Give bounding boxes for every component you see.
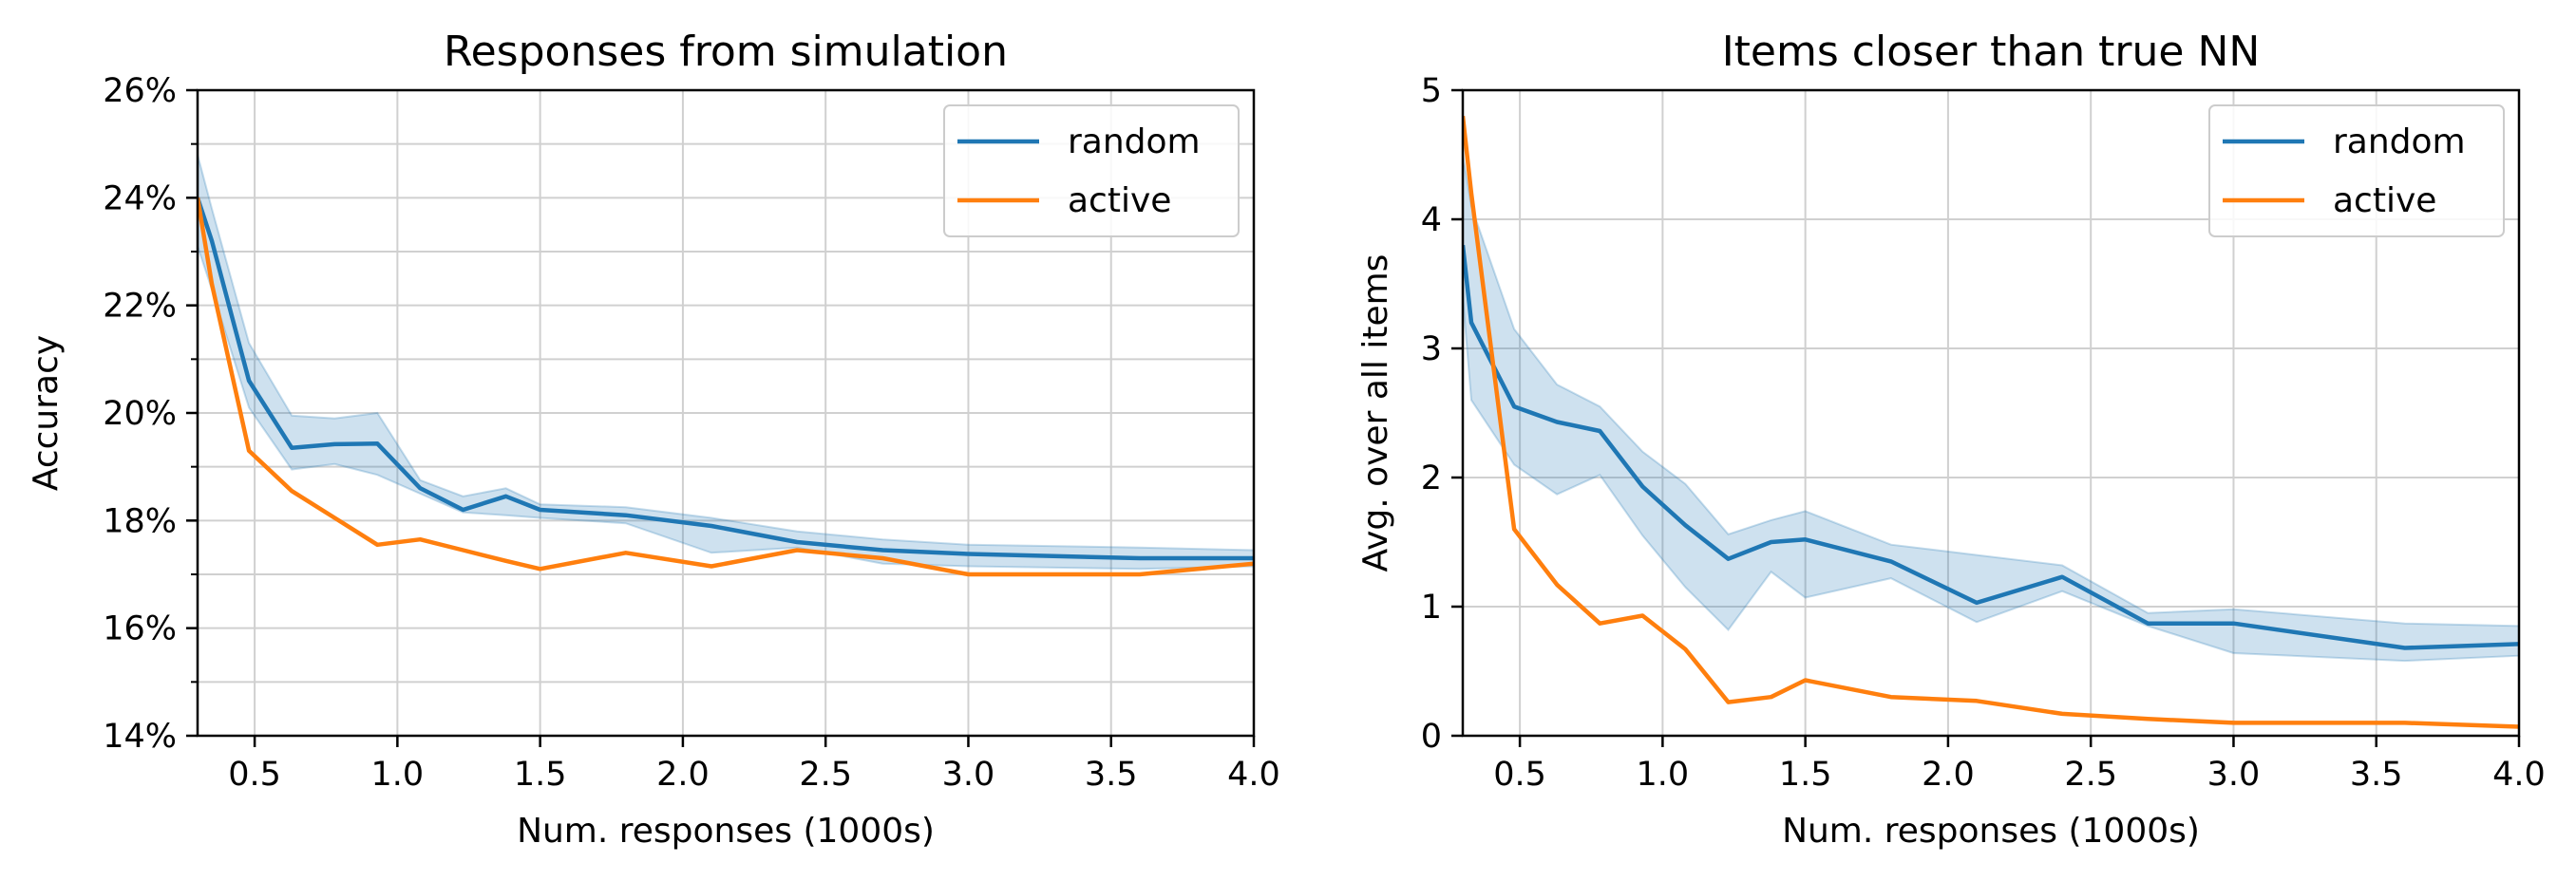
x-tick-label: 0.5 <box>1493 756 1546 794</box>
legend-label-active: active <box>2333 181 2436 220</box>
legend: random active <box>2208 104 2505 237</box>
y-tick-label: 24% <box>103 179 177 217</box>
x-tick-label: 2.5 <box>799 756 852 794</box>
x-tick-label: 4.0 <box>1227 756 1280 794</box>
x-tick-label: 3.0 <box>2207 756 2261 794</box>
x-tick-label: 2.0 <box>1922 756 1975 794</box>
x-tick-label: 3.5 <box>2350 756 2403 794</box>
x-tick-label: 0.5 <box>228 756 281 794</box>
y-axis-label: Avg. over all items <box>1356 254 1395 572</box>
y-tick-label: 26% <box>103 72 177 110</box>
y-tick-label: 20% <box>103 395 177 433</box>
x-tick-label: 1.0 <box>371 756 425 794</box>
y-axis-label: Accuracy <box>27 335 66 491</box>
chart-panel-2: 0.5 1.0 1.5 2.0 2.5 3.0 3.5 4.0 0 1 2 3 4 5 Items clos… <box>1356 28 2546 851</box>
y-tick-label: 18% <box>103 502 177 540</box>
x-tick-label: 1.5 <box>1779 756 1832 794</box>
chart-title: Responses from simulation <box>444 28 1008 76</box>
x-tick-label: 3.0 <box>942 756 995 794</box>
x-tick-label: 1.5 <box>514 756 567 794</box>
legend-box <box>943 104 1240 237</box>
x-tick-label: 2.0 <box>656 756 710 794</box>
x-axis-label: Num. responses (1000s) <box>1782 812 2200 851</box>
x-tick-label: 3.5 <box>1085 756 1138 794</box>
legend-label-active: active <box>1068 181 1171 220</box>
y-tick-label: 0 <box>1421 718 1442 756</box>
x-tick-label: 2.5 <box>2064 756 2117 794</box>
legend-label-random: random <box>2333 122 2466 161</box>
y-tick-label: 16% <box>103 610 177 648</box>
y-tick-label: 14% <box>103 718 177 756</box>
y-tick-label: 3 <box>1421 330 1442 368</box>
x-axis-label: Num. responses (1000s) <box>517 812 935 851</box>
y-tick-label: 4 <box>1421 201 1442 239</box>
legend-label-random: random <box>1068 122 1201 161</box>
chart-title: Items closer than true NN <box>1722 28 2261 76</box>
series-line-active <box>198 197 1254 577</box>
series-line-random <box>1463 244 2519 650</box>
legend: random active <box>943 104 1240 237</box>
y-tick-label: 1 <box>1421 589 1442 627</box>
series-line-active <box>1463 115 2519 729</box>
series-line-random <box>198 197 1254 561</box>
y-tick-label: 22% <box>103 288 177 326</box>
chart-panel-1: 0.5 1.0 1.5 2.0 2.5 3.0 3.5 4.0 14% 16% 18% 20% 22% 2… <box>27 28 1280 851</box>
x-tick-label: 4.0 <box>2492 756 2546 794</box>
legend-box <box>2208 104 2505 237</box>
plot-frame <box>1461 88 2521 738</box>
y-tick-label: 2 <box>1421 459 1442 497</box>
x-tick-label: 1.0 <box>1637 756 1690 794</box>
y-tick-label: 5 <box>1421 72 1442 110</box>
